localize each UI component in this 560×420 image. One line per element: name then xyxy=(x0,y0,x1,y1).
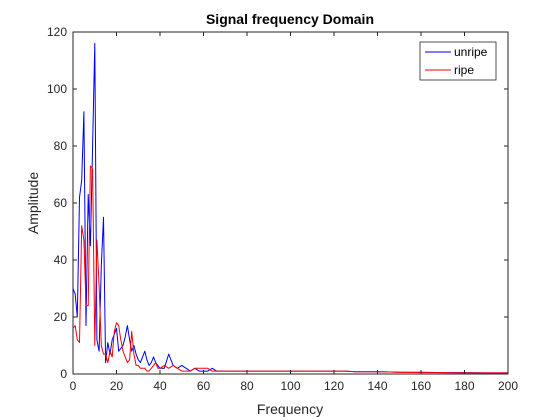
y-tick-label: 80 xyxy=(54,139,68,153)
x-tick-label: 80 xyxy=(240,379,254,393)
y-tick-label: 40 xyxy=(54,253,68,267)
legend-label-unripe: unripe xyxy=(454,45,488,59)
y-axis-ticks: 0 20 40 60 80 100 120 xyxy=(47,25,508,381)
x-tick-label: 200 xyxy=(498,379,518,393)
plot-area xyxy=(72,31,509,375)
y-tick-label: 120 xyxy=(47,25,67,39)
x-tick-label: 40 xyxy=(153,379,167,393)
x-axis-label: Frequency xyxy=(257,401,323,417)
chart-title: Signal frequency Domain xyxy=(206,11,374,27)
x-tick-label: 140 xyxy=(367,379,387,393)
x-tick-label: 20 xyxy=(110,379,124,393)
x-tick-label: 100 xyxy=(280,379,300,393)
series-group xyxy=(72,42,508,374)
series-line-ripe xyxy=(72,165,508,374)
x-axis-ticks: 0 20 40 60 80 100 120 140 160 180 200 xyxy=(70,32,518,393)
x-tick-label: 160 xyxy=(411,379,431,393)
x-tick-label: 0 xyxy=(70,379,77,393)
y-tick-label: 20 xyxy=(54,310,68,324)
legend-box xyxy=(419,41,497,81)
x-tick-label: 60 xyxy=(197,379,211,393)
y-tick-label: 100 xyxy=(47,82,67,96)
y-axis-label: Amplitude xyxy=(25,172,41,234)
plot-frame xyxy=(72,31,509,375)
x-tick-label: 120 xyxy=(324,379,344,393)
x-tick-label: 180 xyxy=(454,379,474,393)
y-tick-label: 60 xyxy=(54,196,68,210)
legend: unripe ripe xyxy=(419,41,497,81)
legend-label-ripe: ripe xyxy=(454,63,474,77)
y-tick-label: 0 xyxy=(60,367,67,381)
